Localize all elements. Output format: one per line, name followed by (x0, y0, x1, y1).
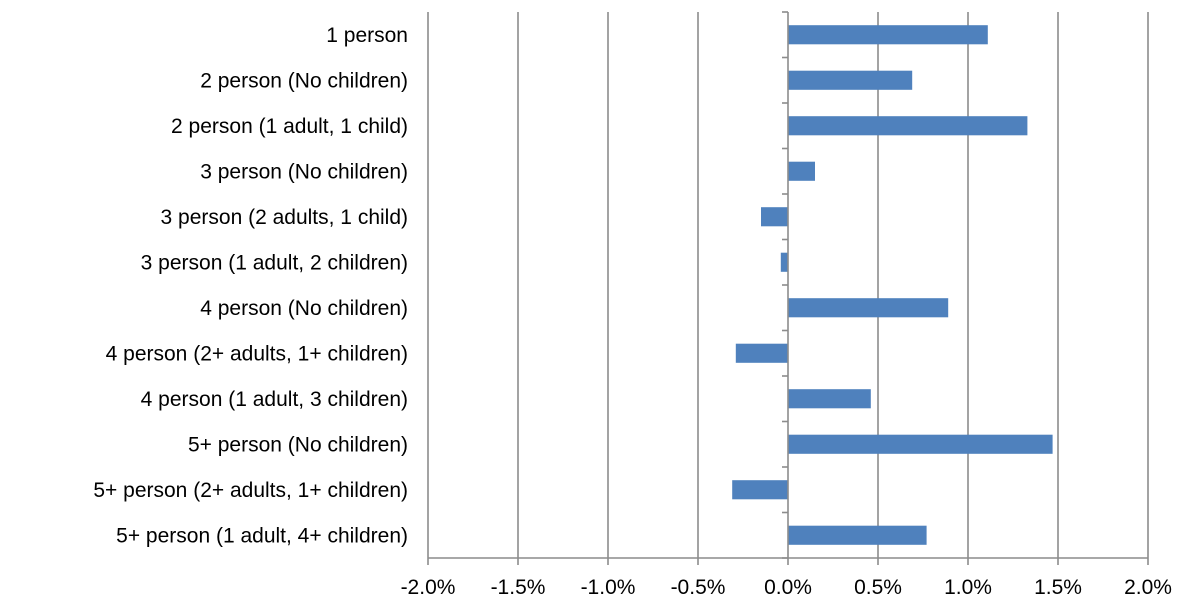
x-tick-label-3: -0.5% (671, 576, 726, 599)
x-tick-label-7: 1.5% (1034, 576, 1082, 599)
category-label-6: 4 person (No children) (200, 297, 408, 320)
bar-9 (788, 434, 1053, 454)
category-label-8: 4 person (1 adult, 3 children) (141, 388, 408, 411)
x-tick-labels: -2.0% -1.5% -1.0% -0.5% 0.0% 0.5% 1.0% 1.5% 2.0% (401, 576, 1172, 599)
bar-6 (788, 298, 949, 318)
x-tick-label-2: -1.0% (581, 576, 636, 599)
category-label-11: 5+ person (1 adult, 4+ children) (116, 524, 408, 547)
bar-0 (788, 25, 988, 45)
bar-5 (780, 252, 788, 272)
category-label-0: 1 person (326, 24, 408, 47)
bar-1 (788, 70, 913, 90)
category-label-7: 4 person (2+ adults, 1+ children) (106, 342, 408, 365)
category-label-2: 2 person (1 adult, 1 child) (171, 115, 408, 138)
category-label-9: 5+ person (No children) (188, 433, 408, 456)
bar-3 (788, 161, 815, 181)
gridlines (427, 12, 1149, 558)
bar-7 (735, 343, 788, 363)
category-label-5: 3 person (1 adult, 2 children) (141, 251, 408, 274)
bar-8 (788, 389, 871, 409)
x-tick-label-6: 1.0% (944, 576, 992, 599)
category-label-3: 3 person (No children) (200, 160, 408, 183)
bar-10 (732, 480, 788, 500)
x-tick-label-4: 0.0% (764, 576, 812, 599)
bar-4 (761, 207, 788, 227)
axes (427, 11, 1149, 565)
category-label-4: 3 person (2 adults, 1 child) (161, 206, 408, 229)
x-tick-label-1: -1.5% (491, 576, 546, 599)
x-tick-label-8: 2.0% (1124, 576, 1172, 599)
category-labels: 1 person 2 person (No children) 2 person (… (93, 24, 408, 548)
category-label-1: 2 person (No children) (200, 69, 408, 92)
x-tick-label-0: -2.0% (401, 576, 456, 599)
x-tick-label-5: 0.5% (854, 576, 902, 599)
category-label-10: 5+ person (2+ adults, 1+ children) (93, 479, 408, 502)
bars (732, 25, 1053, 545)
bar-2 (788, 116, 1028, 136)
bar-11 (788, 525, 927, 545)
